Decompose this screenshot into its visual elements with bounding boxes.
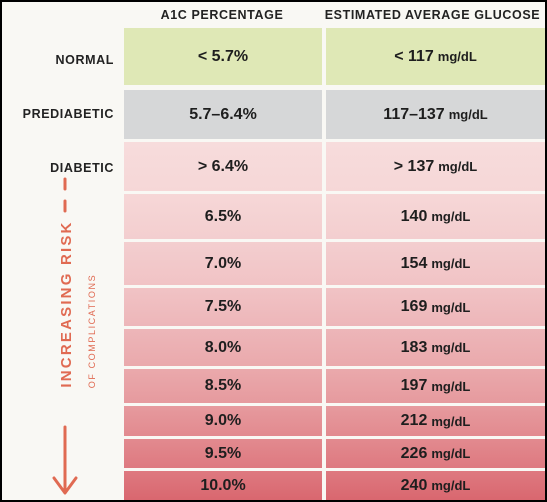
glucose-unit: mg/dL xyxy=(431,209,471,224)
glucose-cell: 140 mg/dL xyxy=(326,194,545,239)
a1c-value: < 5.7% xyxy=(197,47,249,65)
glucose-unit: mg/dL xyxy=(431,256,471,271)
a1c-cell: 6.5% xyxy=(124,194,322,239)
glucose-cell: < 117 mg/dL xyxy=(326,28,545,85)
glucose-unit: mg/dL xyxy=(431,446,471,461)
a1c-cell: 10.0% xyxy=(124,471,322,500)
a1c-value: 10.0% xyxy=(200,476,246,494)
glucose-cell: 197 mg/dL xyxy=(326,369,545,403)
a1c-value: 8.0% xyxy=(204,338,242,356)
glucose-value: 154 xyxy=(400,254,428,272)
increasing-risk-label: INCREASING RISK xyxy=(58,220,75,388)
a1c-cell: 5.7–6.4% xyxy=(124,90,322,139)
glucose-cell: 183 mg/dL xyxy=(326,329,545,366)
glucose-value: 183 xyxy=(400,338,428,356)
a1c-cell: < 5.7% xyxy=(124,28,322,85)
a1c-cell: 8.0% xyxy=(124,329,322,366)
a1c-value: 5.7–6.4% xyxy=(189,105,257,123)
a1c-value: 8.5% xyxy=(204,377,242,394)
glucose-value: 169 xyxy=(400,298,428,315)
a1c-cell: 9.0% xyxy=(124,406,322,436)
glucose-value: 197 xyxy=(400,377,428,394)
of-complications-label: OF COMPLICATIONS xyxy=(87,273,97,389)
increasing-risk-arrow-icon xyxy=(52,177,78,495)
glucose-unit: mg/dL xyxy=(448,107,488,122)
glucose-unit: mg/dL xyxy=(431,378,471,394)
glucose-cell: 212 mg/dL xyxy=(326,406,545,436)
row-label-diabetic: DIABETIC xyxy=(50,161,114,175)
glucose-value: 240 xyxy=(400,476,428,494)
a1c-value: 7.5% xyxy=(204,298,242,315)
a1c-value: 6.5% xyxy=(204,207,242,225)
a1c-cell: > 6.4% xyxy=(124,142,322,191)
a1c-cell: 7.5% xyxy=(124,288,322,326)
glucose-value: 226 xyxy=(400,444,428,462)
glucose-cell: 154 mg/dL xyxy=(326,242,545,285)
a1c-value: 7.0% xyxy=(204,254,242,272)
glucose-cell: > 137 mg/dL xyxy=(326,142,545,191)
glucose-unit: mg/dL xyxy=(437,49,477,64)
glucose-value: > 137 xyxy=(393,157,435,175)
glucose-unit: mg/dL xyxy=(431,478,471,493)
glucose-cell: 240 mg/dL xyxy=(326,471,545,500)
glucose-cell: 169 mg/dL xyxy=(326,288,545,326)
a1c-value: > 6.4% xyxy=(197,157,249,175)
glucose-value: < 117 xyxy=(394,47,434,65)
glucose-unit: mg/dL xyxy=(431,299,471,315)
glucose-value: 212 xyxy=(400,412,428,429)
glucose-unit: mg/dL xyxy=(431,413,471,429)
row-label-normal: NORMAL xyxy=(55,53,114,67)
header-a1c-percentage: A1C PERCENTAGE xyxy=(160,8,284,22)
glucose-unit: mg/dL xyxy=(438,159,478,174)
glucose-cell: 117–137 mg/dL xyxy=(326,90,545,139)
glucose-unit: mg/dL xyxy=(431,340,471,355)
a1c-cell: 8.5% xyxy=(124,369,322,403)
a1c-cell: 9.5% xyxy=(124,439,322,468)
glucose-value: 117–137 xyxy=(383,105,445,123)
header-estimated-average-glucose: ESTIMATED AVERAGE GLUCOSE xyxy=(324,8,541,22)
a1c-cell: 7.0% xyxy=(124,242,322,285)
a1c-value: 9.5% xyxy=(204,444,242,462)
a1c-value: 9.0% xyxy=(204,412,242,429)
row-label-prediabetic: PREDIABETIC xyxy=(22,107,114,121)
glucose-value: 140 xyxy=(400,207,428,225)
glucose-cell: 226 mg/dL xyxy=(326,439,545,468)
